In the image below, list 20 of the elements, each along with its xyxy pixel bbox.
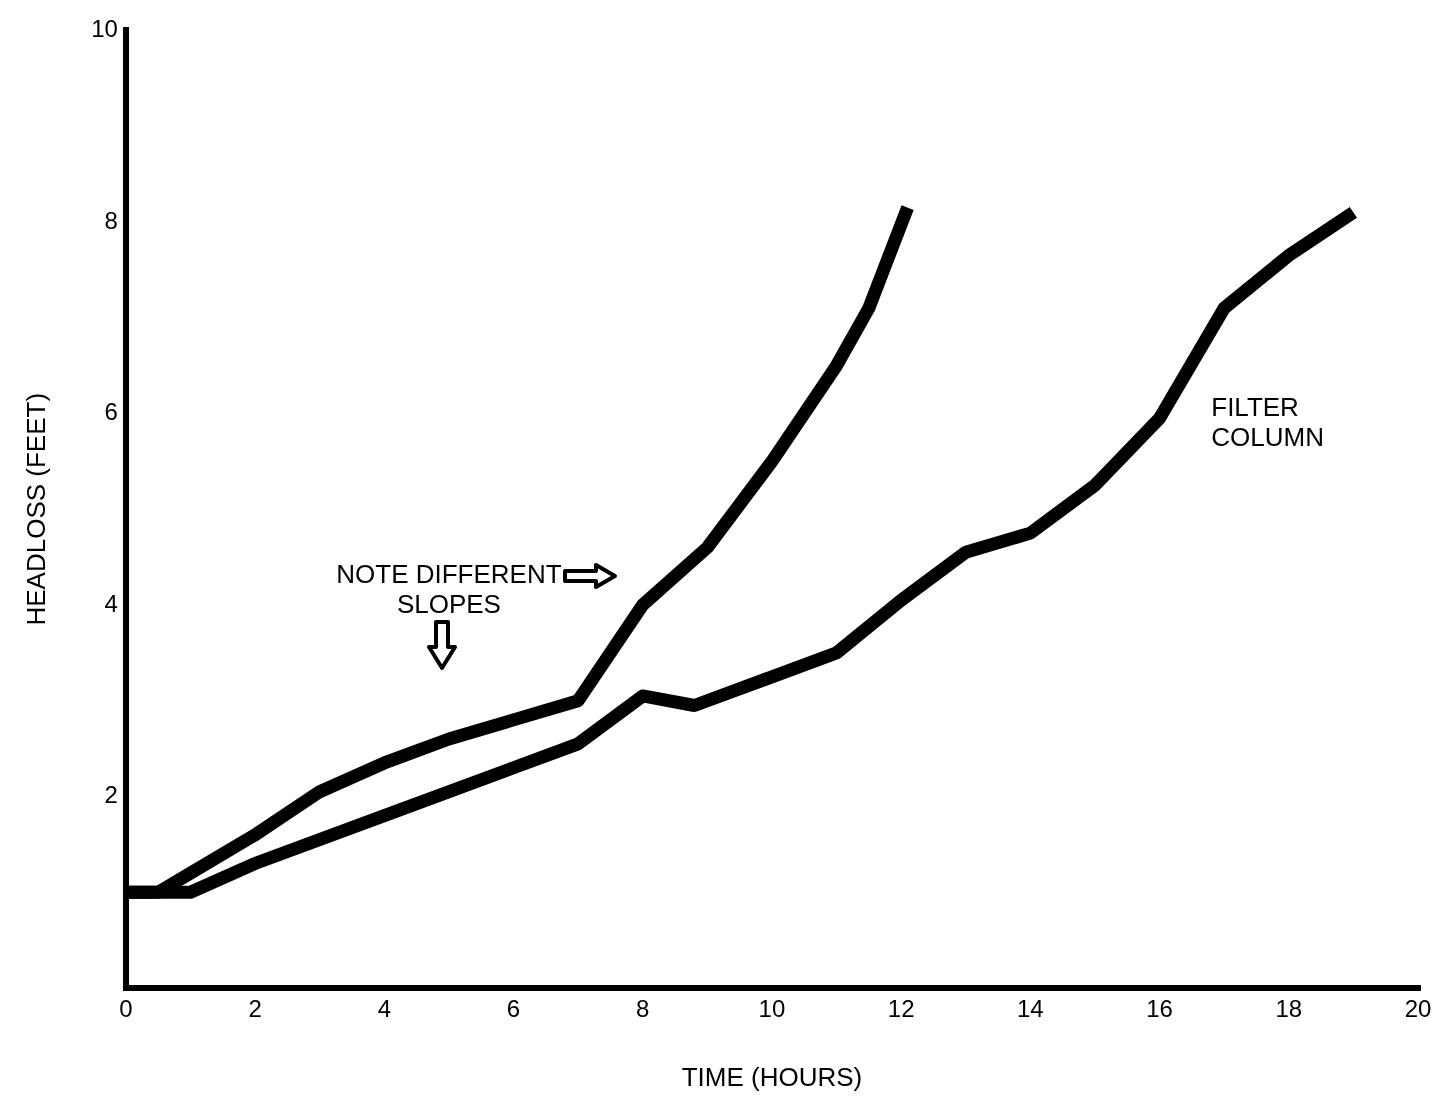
x-tick-label: 20 [1404, 995, 1432, 1023]
series-label: FILTER COLUMN [1211, 391, 1324, 452]
y-tick-label: 10 [91, 15, 118, 43]
x-tick-label: 18 [1275, 995, 1303, 1023]
x-tick-label: 16 [1146, 995, 1173, 1023]
annotation: NOTE DIFFERENT SLOPES [336, 559, 562, 620]
y-tick-label: 2 [104, 781, 118, 809]
y-axis-title: HEADLOSS (FEET) [20, 392, 51, 626]
y-tick-label: 8 [104, 206, 118, 234]
x-tick-label: 6 [506, 995, 521, 1023]
x-tick-label: 10 [758, 995, 786, 1023]
x-tick-label: 0 [119, 995, 133, 1023]
x-tick-label: 14 [1017, 995, 1044, 1023]
x-tick-label: 12 [887, 995, 915, 1023]
x-tick-label: 8 [636, 995, 650, 1023]
y-tick-label: 4 [104, 589, 118, 617]
y-tick-label: 6 [104, 398, 118, 426]
x-tick-label: 4 [377, 995, 391, 1023]
x-axis-title: TIME (HOURS) [681, 1061, 863, 1092]
x-tick-label: 2 [248, 995, 262, 1023]
